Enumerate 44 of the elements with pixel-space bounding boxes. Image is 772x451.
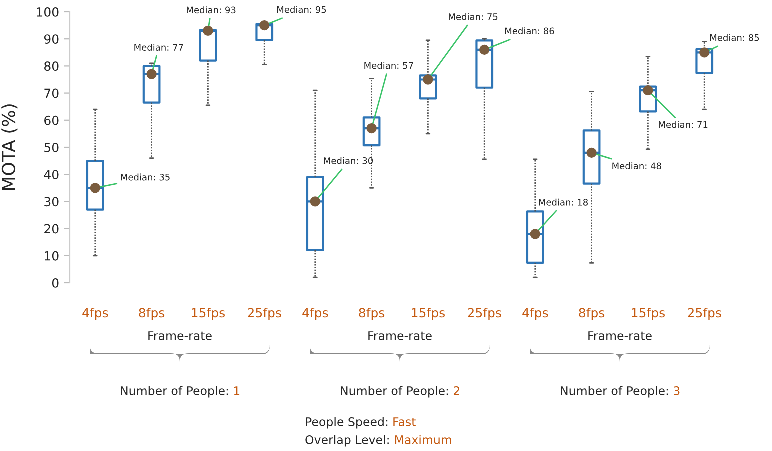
y-tick-label: 80 <box>44 62 59 72</box>
y-tick-label: 50 <box>44 142 59 152</box>
y-axis-title: MOTA (%) <box>2 104 18 190</box>
annotation: Median: 95 <box>278 6 326 14</box>
x-tick-label: 15fps <box>192 308 225 320</box>
y-tick-label: 100 <box>37 7 59 17</box>
x-tick-label: 25fps <box>248 308 282 320</box>
y-tick-label: 0 <box>52 278 59 288</box>
x-tick-label: 4fps <box>82 308 108 320</box>
y-tick-label: 30 <box>44 197 59 207</box>
y-tick-label: 10 <box>45 251 59 261</box>
annotation: Median: 18 <box>539 198 588 206</box>
annotation: Median: 71 <box>659 121 708 128</box>
x-tick-label: 25fps <box>468 308 502 320</box>
y-tick-label: 40 <box>44 170 59 180</box>
y-tick-label: 90 <box>44 34 59 44</box>
y-tick-label: 70 <box>44 88 59 98</box>
x-tick-label: 8fps <box>359 308 385 320</box>
x-axis-title: Frame-rate <box>148 332 212 340</box>
x-tick-label: 8fps <box>579 308 605 320</box>
x-tick-label: 8fps <box>139 308 165 320</box>
x-tick-label: 4fps <box>302 308 328 320</box>
x-tick-label: 25fps <box>688 308 722 320</box>
text: People Speed: Fast <box>306 417 416 429</box>
annotation: Median: 85 <box>710 34 760 42</box>
text: Number of People: 3 <box>561 386 680 398</box>
annotation: Median: 30 <box>324 157 374 164</box>
annotation: Median: 57 <box>364 62 414 70</box>
x-axis-title: Frame-rate <box>588 332 652 340</box>
x-axis-title: Frame-rate <box>368 332 432 340</box>
annotation: Median: 93 <box>187 6 236 14</box>
y-tick-label: 20 <box>44 224 59 234</box>
x-tick-label: 15fps <box>412 308 445 320</box>
x-tick-label: 4fps <box>522 308 548 320</box>
text: Overlap Level: Maximum <box>306 435 452 447</box>
text: Number of People: 1 <box>121 386 240 398</box>
annotation: Median: 48 <box>612 162 662 170</box>
annotation: Median: 77 <box>134 44 184 51</box>
y-tick-label: 60 <box>44 116 59 126</box>
annotation: Median: 35 <box>121 174 170 181</box>
annotation: Median: 75 <box>449 13 498 20</box>
annotation: Median: 86 <box>506 28 554 35</box>
x-tick-label: 15fps <box>632 308 665 320</box>
text: Number of People: 2 <box>341 386 460 398</box>
